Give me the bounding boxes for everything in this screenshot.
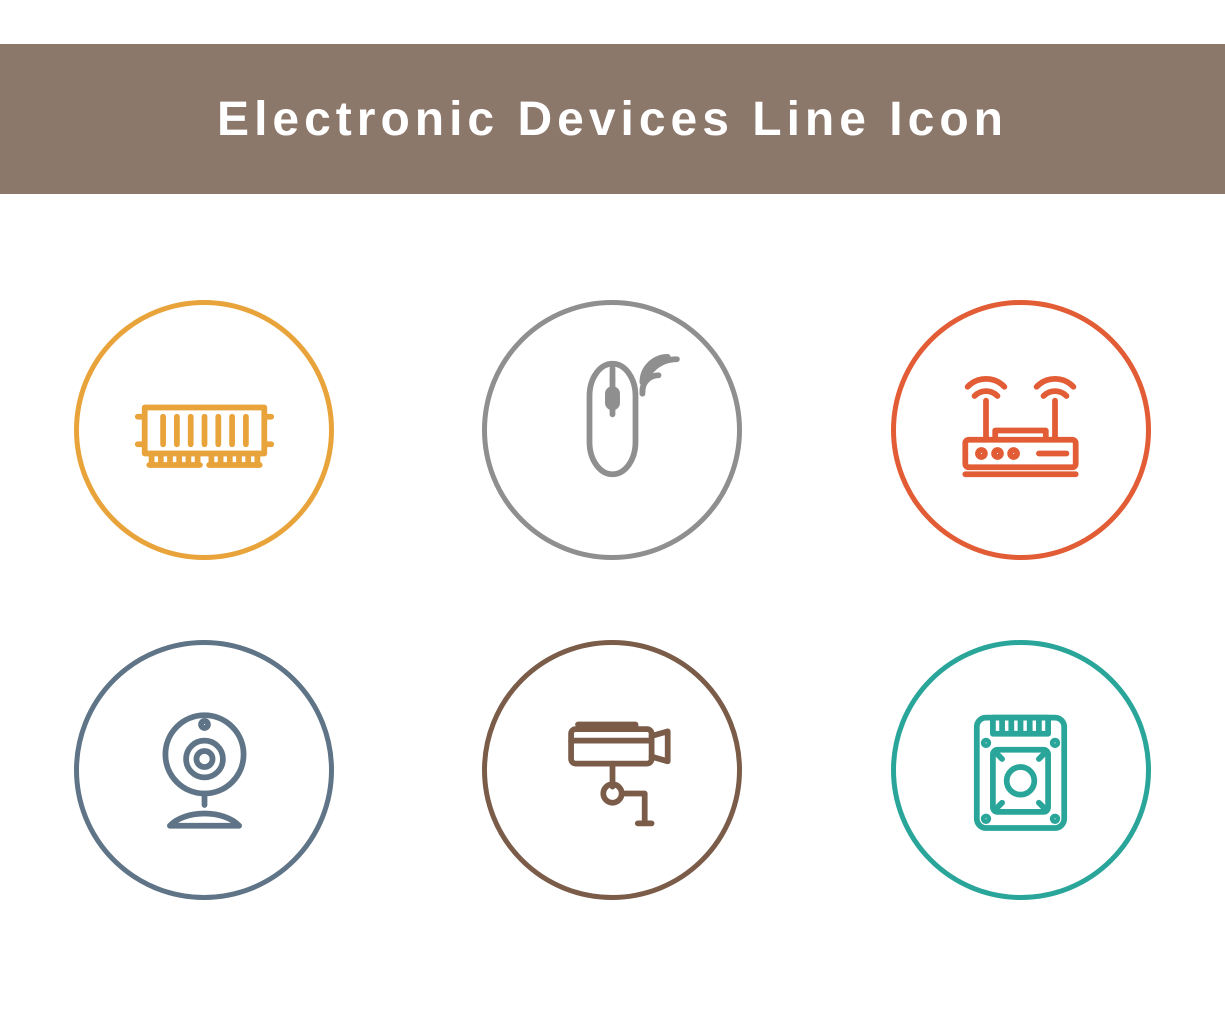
icon-cell	[891, 300, 1151, 560]
webcam-icon	[74, 640, 334, 900]
icon-cell	[74, 640, 334, 900]
security-camera-icon	[482, 640, 742, 900]
title-banner: Electronic Devices Line Icon	[0, 44, 1225, 194]
ram-icon	[74, 300, 334, 560]
title-text: Electronic Devices Line Icon	[217, 92, 1008, 147]
icon-grid	[0, 260, 1225, 940]
icon-cell	[891, 640, 1151, 900]
wifi-router-icon	[891, 300, 1151, 560]
wireless-mouse-icon	[482, 300, 742, 560]
ssd-drive-icon	[891, 640, 1151, 900]
icon-cell	[74, 300, 334, 560]
icon-cell	[482, 300, 742, 560]
icon-cell	[482, 640, 742, 900]
